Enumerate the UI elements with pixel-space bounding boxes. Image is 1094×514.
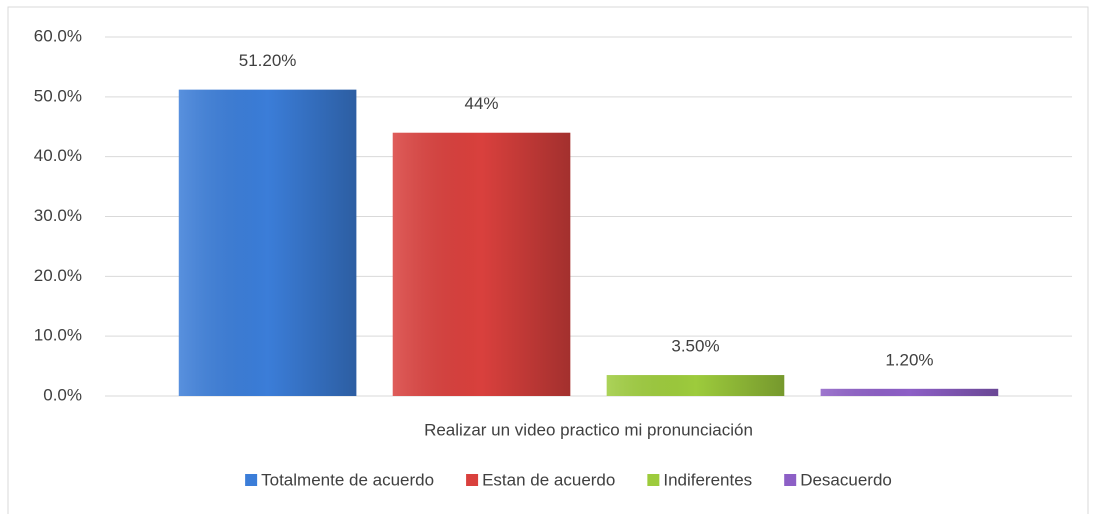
legend-swatch xyxy=(245,474,258,486)
chart-border xyxy=(7,6,1089,514)
legend-label: Totalmente de acuerdo xyxy=(261,470,434,489)
bar-shade xyxy=(392,132,571,396)
y-tick-label: 10.0% xyxy=(34,326,82,345)
x-tick-label: Realizar un video practico mi pronunciac… xyxy=(424,420,753,439)
y-tick-label: 20.0% xyxy=(34,266,82,285)
legend-label: Indiferentes xyxy=(663,470,752,489)
legend-label: Desacuerdo xyxy=(800,470,892,489)
legend-swatch xyxy=(466,474,479,486)
legend-swatch xyxy=(784,474,797,486)
value-label: 44% xyxy=(465,94,499,113)
value-label: 3.50% xyxy=(671,337,719,356)
value-label: 51.20% xyxy=(239,51,297,70)
value-label: 1.20% xyxy=(885,350,933,369)
y-tick-label: 0.0% xyxy=(43,385,82,404)
bar-shade xyxy=(820,388,999,396)
y-tick-label: 60.0% xyxy=(34,26,82,45)
bar-shade xyxy=(606,375,785,396)
y-tick-label: 40.0% xyxy=(34,146,82,165)
legend-label: Estan de acuerdo xyxy=(482,470,615,489)
bar-shade xyxy=(178,89,357,397)
y-tick-label: 50.0% xyxy=(34,86,82,105)
legend-swatch xyxy=(647,474,660,486)
y-tick-label: 30.0% xyxy=(34,206,82,225)
